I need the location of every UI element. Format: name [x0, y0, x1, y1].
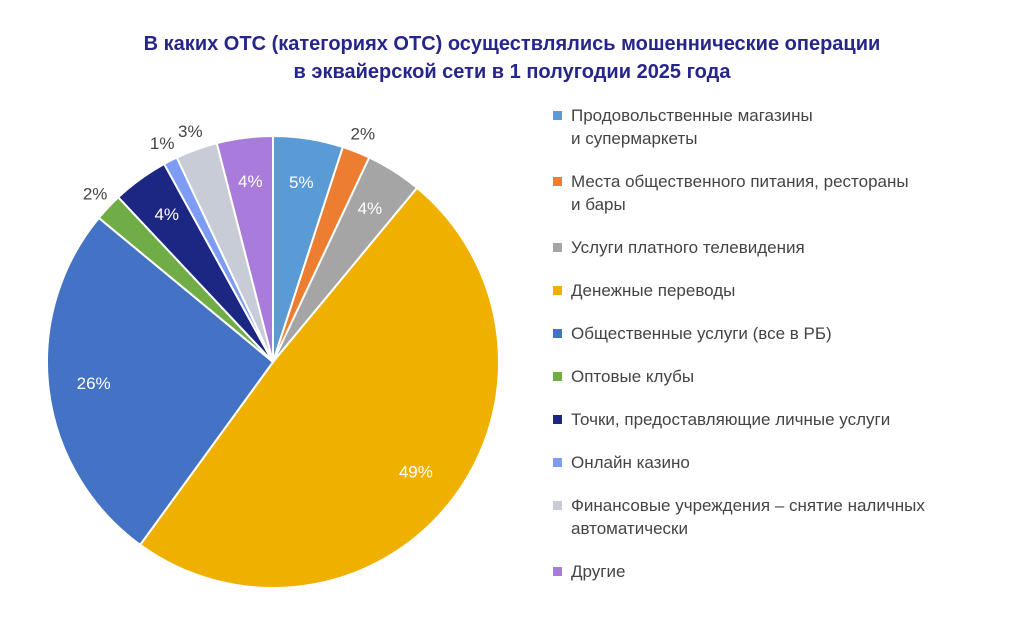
data-label: 4% — [358, 199, 383, 218]
legend-item: Продовольственные магазины и супермаркет… — [553, 104, 1013, 150]
legend-swatch — [553, 372, 562, 381]
data-label: 4% — [238, 172, 263, 191]
legend-label: Продовольственные магазины и супермаркет… — [571, 106, 813, 148]
legend-item: Общественные услуги (все в РБ) — [553, 322, 1013, 345]
legend-swatch — [553, 286, 562, 295]
legend-item: Другие — [553, 560, 1013, 583]
legend-swatch — [553, 177, 562, 186]
data-label: 2% — [83, 184, 108, 203]
data-label: 49% — [399, 462, 433, 481]
data-label: 2% — [351, 125, 376, 144]
legend-item: Места общественного питания, рестораны и… — [553, 170, 1013, 216]
legend-label: Общественные услуги (все в РБ) — [571, 324, 832, 343]
legend-swatch — [553, 458, 562, 467]
legend-label: Оптовые клубы — [571, 367, 695, 386]
legend-item: Онлайн казино — [553, 451, 1013, 474]
legend-label: Другие — [571, 562, 626, 581]
legend-item: Денежные переводы — [553, 279, 1013, 302]
legend-label: Финансовые учреждения – снятие наличных … — [571, 496, 925, 538]
legend-swatch — [553, 329, 562, 338]
legend: Продовольственные магазины и супермаркет… — [553, 104, 1013, 583]
pie-slice — [215, 134, 274, 363]
data-label: 26% — [77, 374, 111, 393]
legend-item: Оптовые клубы — [553, 365, 1013, 388]
data-label: 4% — [154, 205, 179, 224]
legend-item: Финансовые учреждения – снятие наличных … — [553, 494, 1013, 540]
chart-title: В каких ОТС (категориях ОТС) осуществлял… — [143, 33, 881, 83]
legend-swatch — [553, 501, 562, 510]
legend-swatch — [553, 567, 562, 576]
legend-label: Онлайн казино — [571, 453, 690, 472]
data-label: 1% — [150, 134, 175, 153]
legend-swatch — [553, 415, 562, 424]
legend-label: Денежные переводы — [571, 281, 736, 300]
legend-item: Точки, предоставляющие личные услуги — [553, 408, 1013, 431]
pie-slice — [46, 216, 275, 547]
pie-slice — [138, 186, 500, 589]
data-label: 3% — [178, 122, 203, 141]
legend-item: Услуги платного телевидения — [553, 236, 1013, 259]
legend-swatch — [553, 243, 562, 252]
legend-swatch — [553, 111, 562, 120]
legend-label: Места общественного питания, рестораны и… — [571, 172, 909, 214]
data-label: 5% — [289, 173, 314, 192]
legend-label: Услуги платного телевидения — [571, 238, 805, 257]
legend-label: Точки, предоставляющие личные услуги — [571, 410, 891, 429]
